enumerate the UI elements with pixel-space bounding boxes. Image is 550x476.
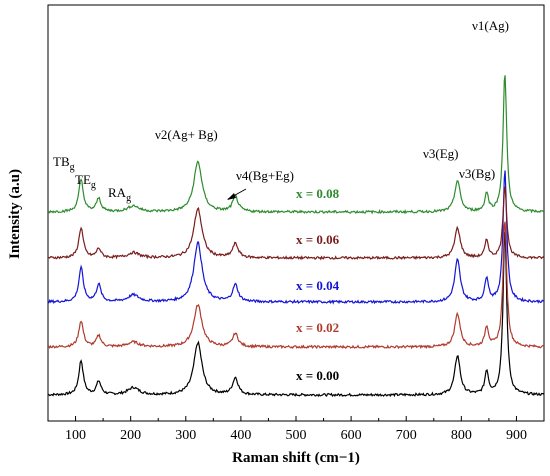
anno-tbg: TBg	[53, 154, 75, 173]
spectrum-line	[47, 231, 545, 398]
x-tick-label: 800	[451, 428, 472, 443]
spectrum-line	[47, 221, 545, 350]
series-label: x = 0.00	[296, 368, 339, 383]
spectrum-line	[47, 75, 545, 215]
x-tick-label: 600	[341, 428, 362, 443]
x-tick-label: 700	[396, 428, 417, 443]
x-tick-label: 200	[120, 428, 141, 443]
series-label: x = 0.04	[296, 278, 340, 293]
x-axis-ticks: 100 200 300 400 500 600 700 800 900	[47, 416, 545, 443]
x-tick-label: 500	[286, 428, 307, 443]
series-label: x = 0.02	[296, 320, 339, 335]
anno-nu2: ν2(Ag+ Bg)	[155, 127, 218, 142]
anno-nu3-bg: ν3(Bg)	[459, 166, 495, 181]
plot-frame	[47, 4, 545, 422]
x-tick-label: 400	[230, 428, 251, 443]
x-axis-title: Raman shift (cm−1)	[232, 450, 360, 466]
anno-nu4-arrowhead	[227, 193, 236, 200]
anno-teg: TEg	[75, 172, 96, 191]
spectra-group	[47, 75, 545, 398]
anno-rag: RAg	[108, 185, 131, 204]
y-axis-title: Intensity (a.u)	[7, 169, 23, 259]
spectrum-line	[47, 186, 545, 261]
series-label: x = 0.06	[296, 232, 340, 247]
x-tick-label: 300	[175, 428, 196, 443]
series-labels: x = 0.00 x = 0.02 x = 0.04 x = 0.06 x = 0.08	[296, 186, 340, 383]
x-tick-label: 100	[65, 428, 86, 443]
spectrum-line	[47, 170, 545, 305]
anno-nu4: ν4(Bg+Eg)	[236, 168, 294, 183]
series-label: x = 0.08	[296, 186, 340, 201]
anno-nu1: ν1(Ag)	[472, 18, 509, 33]
x-tick-label: 900	[506, 428, 527, 443]
anno-nu3-eg: ν3(Eg)	[423, 146, 458, 161]
